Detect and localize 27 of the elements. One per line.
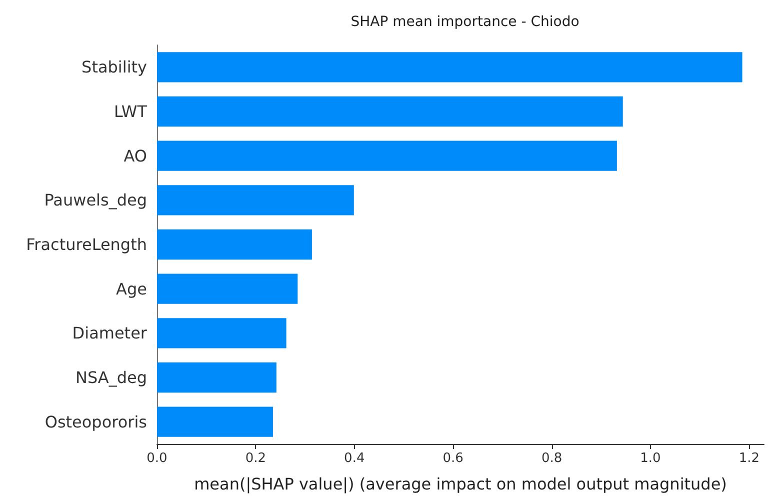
- bar: [157, 185, 354, 216]
- x-tick-label: 0.8: [541, 451, 562, 466]
- x-tick-label: 0.0: [146, 451, 168, 466]
- y-tick-label: Pauwels_deg: [44, 190, 147, 210]
- bar: [157, 140, 617, 171]
- y-tick-label: NSA_deg: [75, 368, 147, 387]
- x-tick-label: 0.4: [344, 451, 365, 466]
- bar: [157, 96, 623, 127]
- y-tick-label: LWT: [114, 102, 148, 121]
- x-tick-label: 1.0: [640, 451, 661, 466]
- y-tick-label: Stability: [82, 58, 147, 77]
- chart-title: SHAP mean importance - Chiodo: [350, 14, 580, 30]
- x-tick-label: 1.2: [738, 451, 760, 466]
- bar: [157, 52, 742, 82]
- bar: [157, 318, 286, 348]
- y-tick-label: Osteopororis: [44, 412, 147, 432]
- bar: [157, 406, 273, 437]
- bar: [157, 229, 312, 260]
- y-tick-label: AO: [124, 146, 147, 166]
- y-tick-label: Age: [116, 279, 147, 298]
- x-tick-label: 0.6: [442, 451, 464, 466]
- y-tick-label: Diameter: [72, 324, 148, 343]
- x-tick-label: 0.2: [245, 451, 266, 466]
- bar: [157, 362, 276, 393]
- y-tick-label: FractureLength: [26, 235, 147, 254]
- x-axis-title: mean(|SHAP value|) (average impact on model output magnitude): [194, 474, 727, 494]
- bar: [157, 274, 298, 304]
